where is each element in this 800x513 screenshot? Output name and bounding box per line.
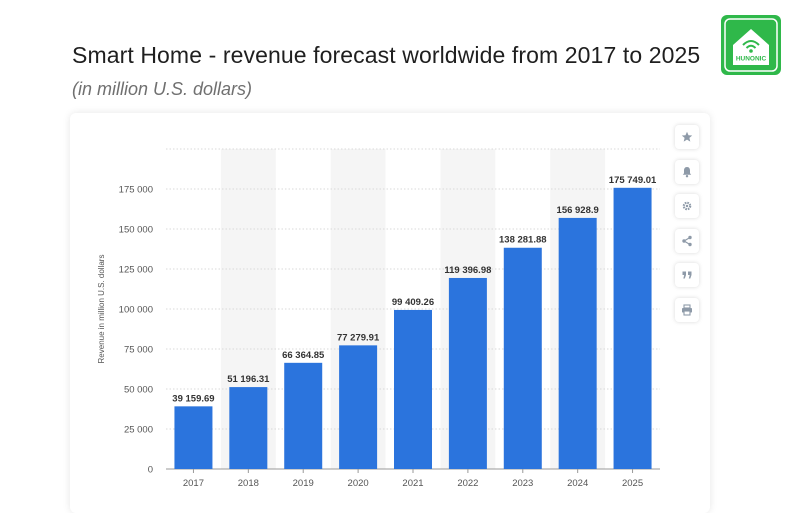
page-title: Smart Home - revenue forecast worldwide … <box>72 42 701 68</box>
y-tick-label: 125 000 <box>119 265 153 276</box>
star-icon <box>681 131 693 142</box>
x-tick-label: 2025 <box>622 478 643 489</box>
x-tick-label: 2020 <box>348 478 369 489</box>
cite-button[interactable] <box>675 263 699 287</box>
bar-2018 <box>229 387 268 469</box>
value-label: 51 196.31 <box>227 374 270 385</box>
page-subtitle: (in million U.S. dollars) <box>72 79 253 99</box>
share-icon <box>682 235 692 246</box>
bar-2021 <box>394 309 432 469</box>
value-label: 138 281.88 <box>499 235 547 246</box>
y-tick-label: 150 000 <box>119 225 153 236</box>
bar-2020 <box>339 345 378 469</box>
y-axis-title: Revenue in million U.S. dollars <box>97 255 106 364</box>
value-label: 39 159.69 <box>172 393 214 404</box>
gear-icon <box>682 201 692 211</box>
svg-text:HUNONIC: HUNONIC <box>736 56 767 63</box>
bar-2022 <box>448 277 487 469</box>
y-tick-label: 50 000 <box>124 385 153 396</box>
value-label: 77 279.91 <box>337 332 380 343</box>
bar-2023 <box>503 247 542 469</box>
bar-2017 <box>174 406 213 469</box>
value-label: 119 396.98 <box>444 265 491 276</box>
bell-icon <box>682 166 692 177</box>
value-label: 99 409.26 <box>392 297 434 308</box>
y-tick-label: 75 000 <box>124 345 153 356</box>
side-toolbar <box>675 125 699 332</box>
x-tick-label: 2019 <box>293 478 314 489</box>
house-wifi-logo: HUNONIC <box>721 15 781 75</box>
chart-card: 0 25 000 50 000 75 000 100 000 125 000 150 000… <box>70 113 710 513</box>
print-icon <box>682 303 692 316</box>
y-tick-label: 0 <box>148 465 153 476</box>
x-tick-label: 2023 <box>512 478 533 489</box>
y-tick-label: 25 000 <box>124 425 153 436</box>
bar-chart: 0 25 000 50 000 75 000 100 000 125 000 150 000… <box>97 148 660 489</box>
value-label: 175 749.01 <box>609 175 657 186</box>
settings-button[interactable] <box>675 194 699 218</box>
bar-2019 <box>284 362 323 469</box>
quote-icon <box>682 271 692 279</box>
x-tick-label: 2022 <box>457 478 478 489</box>
x-tick-label: 2021 <box>402 478 423 489</box>
value-label: 156 928.9 <box>557 205 599 216</box>
x-tick-label: 2024 <box>567 478 588 489</box>
y-tick-label: 175 000 <box>119 185 153 196</box>
print-button[interactable] <box>675 297 699 322</box>
x-tick-label: 2017 <box>183 478 204 489</box>
y-tick-label: 100 000 <box>119 305 153 316</box>
value-label: 66 364.85 <box>282 350 325 361</box>
bar-2024 <box>558 217 597 469</box>
share-button[interactable] <box>675 228 699 253</box>
notification-button[interactable] <box>675 159 699 184</box>
bar-2025 <box>613 187 652 469</box>
favorite-button[interactable] <box>675 125 699 149</box>
x-tick-label: 2018 <box>238 478 259 489</box>
